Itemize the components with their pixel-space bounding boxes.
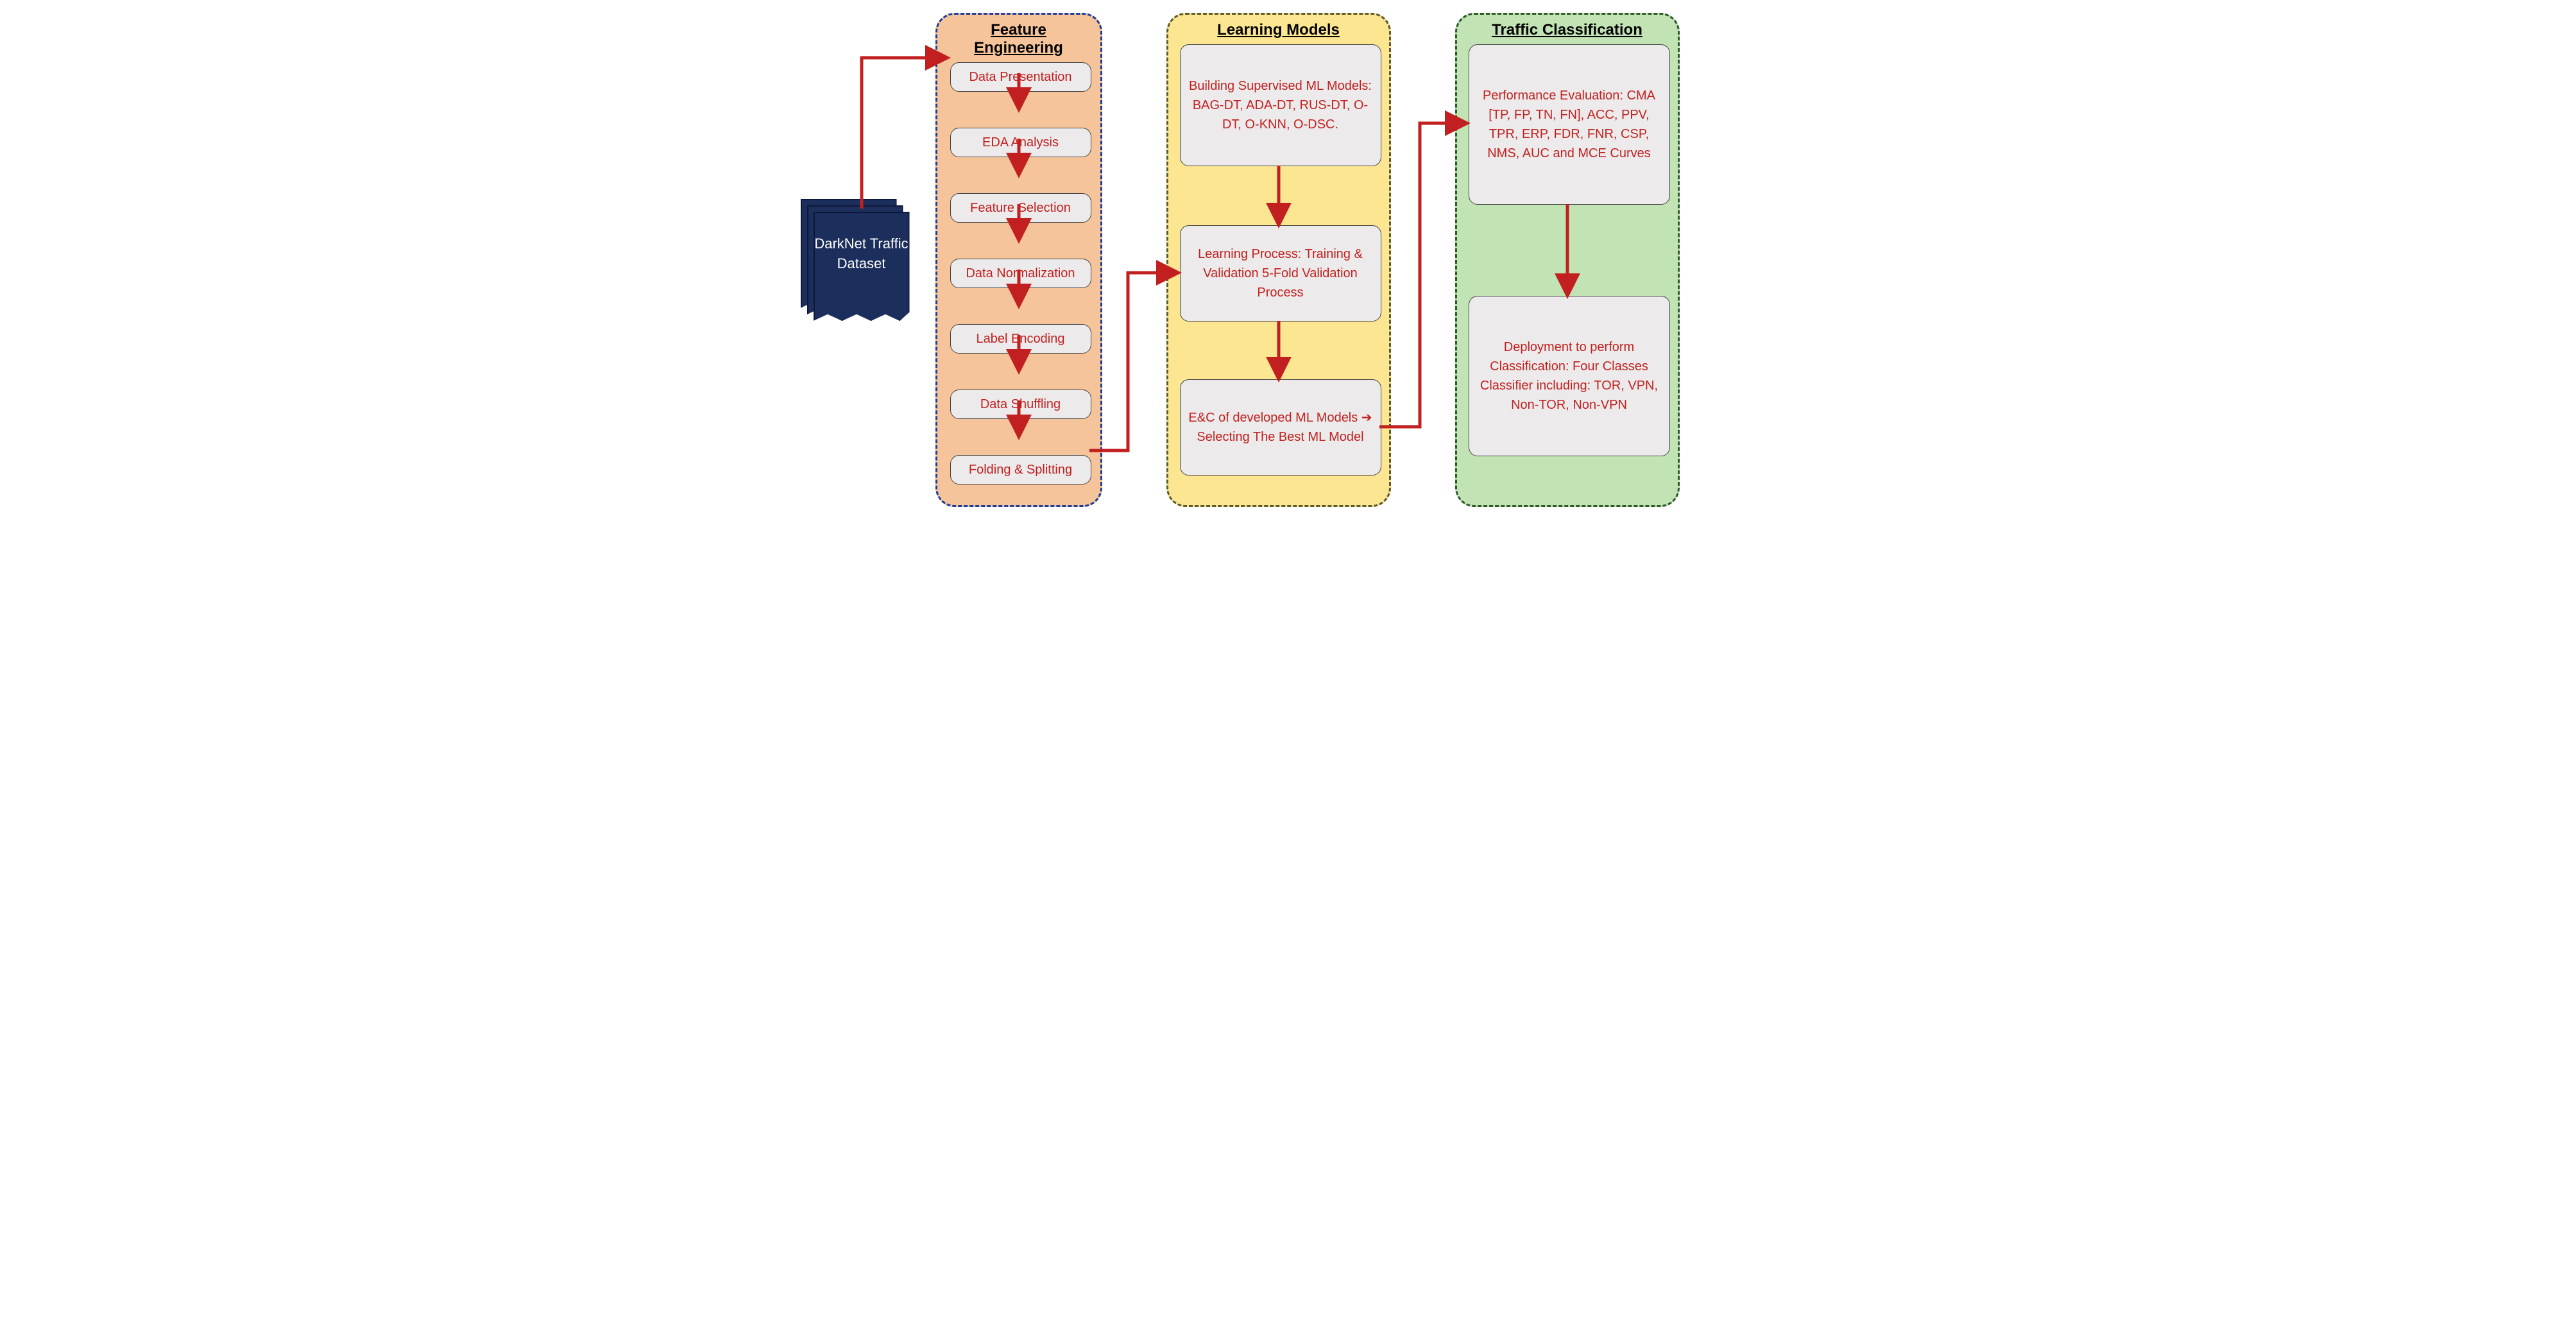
fe-box-data-presentation: Data Presentation: [950, 62, 1091, 92]
fe-box-data-shuffling: Data Shuffling: [950, 390, 1091, 419]
tc-box-performance-evaluation: Performance Evaluation: CMA [TP, FP, TN,…: [1469, 44, 1670, 205]
flowchart-canvas: DarkNet Traffic Dataset Feature Engineer…: [801, 13, 1776, 520]
arrow-fe-to-lm: [1089, 273, 1175, 450]
lm-box-building-models: Building Supervised ML Models: BAG-DT, A…: [1180, 44, 1381, 166]
stage-title-traffic-classification: Traffic Classification: [1466, 21, 1669, 39]
dataset-label: DarkNet Traffic Dataset: [814, 234, 910, 274]
stage-learning-models: Learning Models Building Supervised ML M…: [1166, 13, 1391, 507]
fe-box-feature-selection: Feature Selection: [950, 193, 1091, 223]
stage-traffic-classification: Traffic Classification Performance Evalu…: [1455, 13, 1680, 507]
fe-box-data-normalization: Data Normalization: [950, 259, 1091, 288]
stage-title-feature-engineering: Feature Engineering: [946, 21, 1091, 57]
lm-box-learning-process: Learning Process: Training & Validation …: [1180, 225, 1381, 322]
fe-box-eda-analysis: EDA Analysis: [950, 128, 1091, 157]
fe-box-label-encoding: Label Encoding: [950, 324, 1091, 354]
arrow-dataset-to-fe: [862, 58, 944, 209]
lm-box-ec-selecting: E&C of developed ML Models ➔ Selecting T…: [1180, 379, 1381, 476]
fe-box-folding-splitting: Folding & Splitting: [950, 455, 1091, 485]
arrow-lm-to-tc: [1379, 123, 1464, 427]
tc-box-deployment: Deployment to perform Classification: Fo…: [1469, 296, 1670, 456]
stage-title-learning-models: Learning Models: [1177, 21, 1380, 39]
stage-feature-engineering: Feature Engineering Data Presentation ED…: [935, 13, 1102, 507]
